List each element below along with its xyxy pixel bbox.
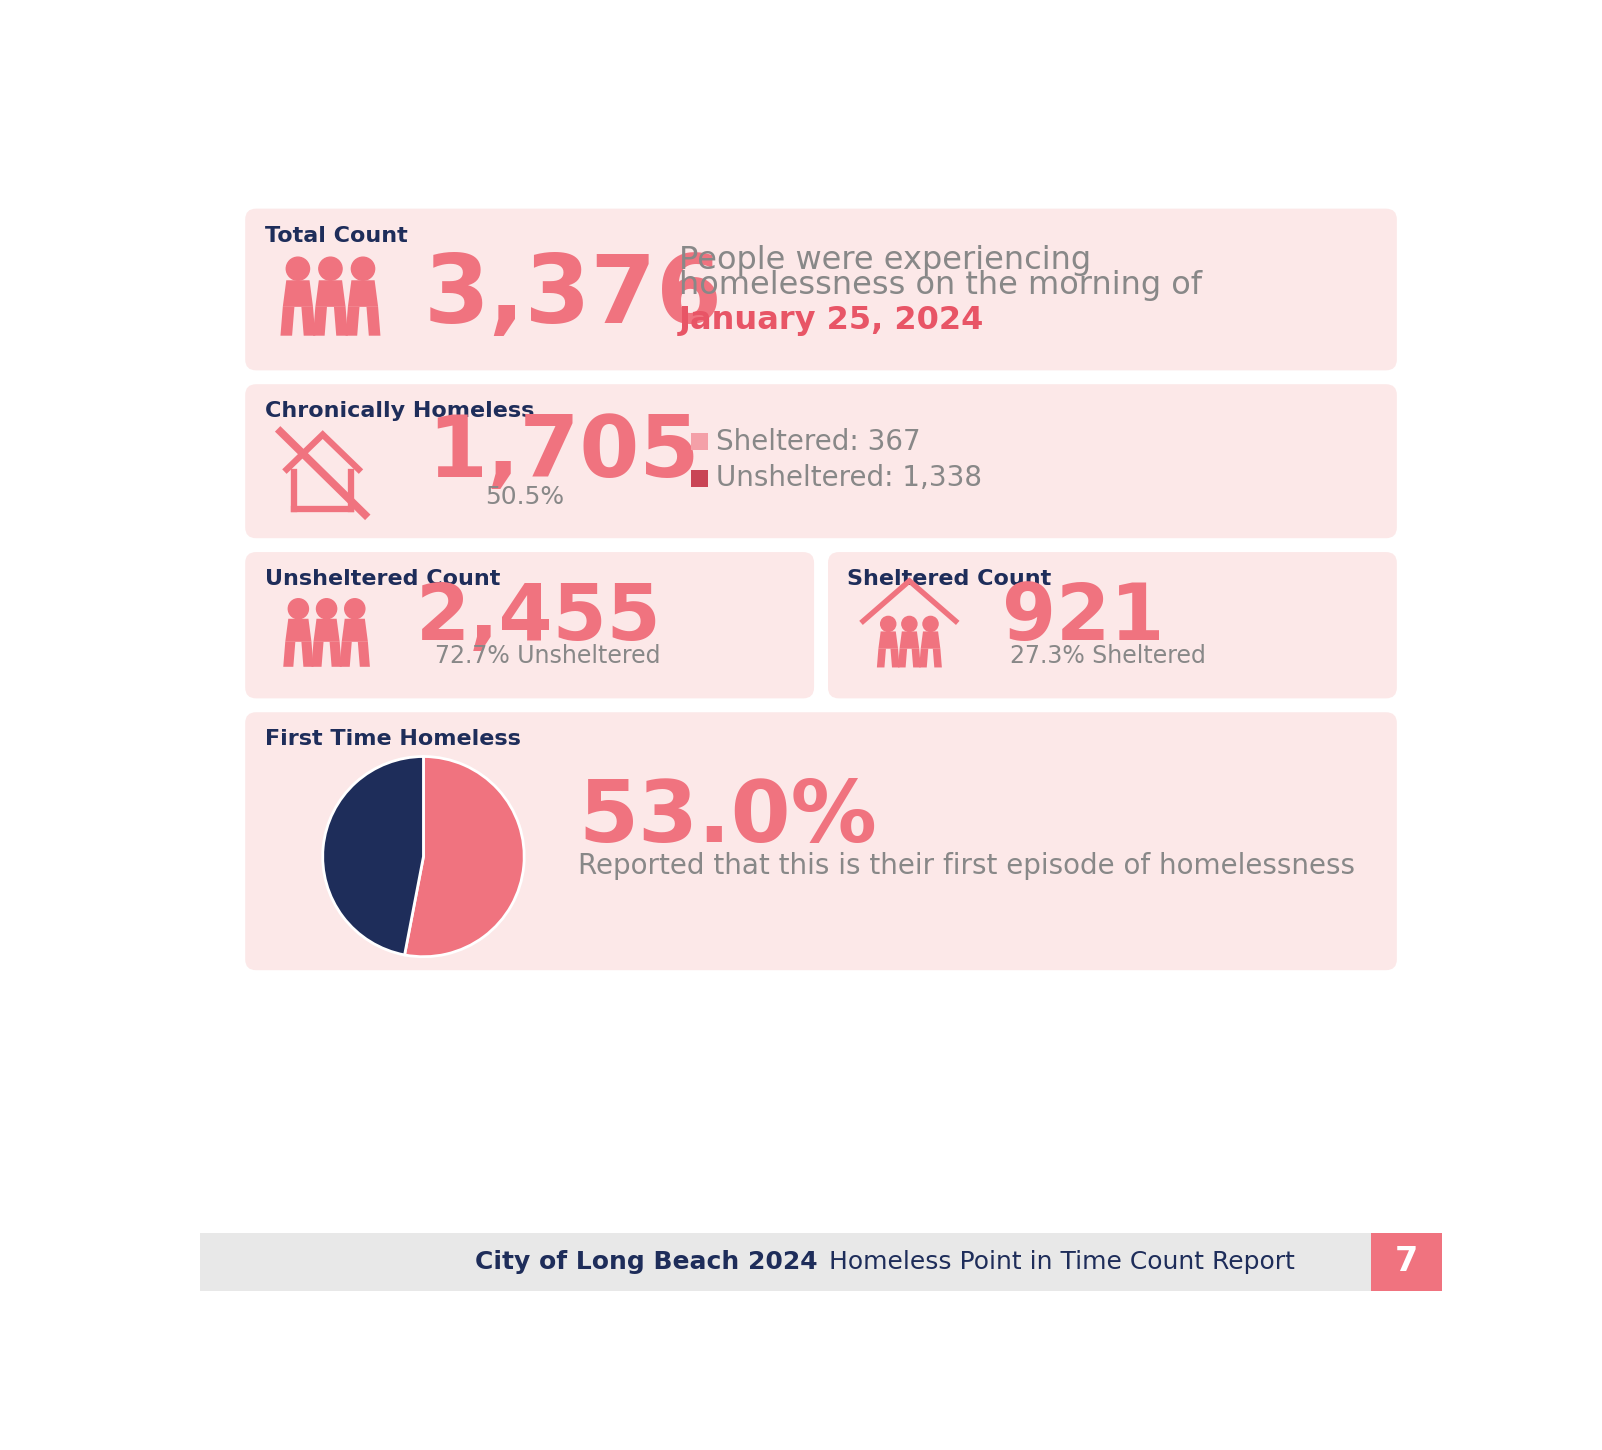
Text: Total Count: Total Count [264, 226, 407, 245]
Polygon shape [330, 642, 341, 667]
Polygon shape [900, 631, 920, 648]
Circle shape [287, 257, 309, 280]
Circle shape [319, 257, 343, 280]
Polygon shape [314, 619, 340, 642]
Polygon shape [876, 648, 886, 667]
Polygon shape [312, 307, 327, 336]
Polygon shape [367, 307, 380, 336]
Polygon shape [284, 280, 312, 307]
Circle shape [344, 599, 365, 619]
Text: Reported that this is their first episode of homelessness: Reported that this is their first episod… [578, 851, 1355, 880]
FancyBboxPatch shape [690, 434, 708, 451]
Text: Unsheltered: 1,338: Unsheltered: 1,338 [716, 464, 982, 492]
Polygon shape [891, 648, 900, 667]
Text: 7: 7 [1394, 1246, 1418, 1277]
Text: Sheltered: 367: Sheltered: 367 [716, 428, 920, 455]
Polygon shape [932, 648, 942, 667]
FancyBboxPatch shape [245, 384, 1397, 538]
Polygon shape [899, 648, 907, 667]
Text: Unsheltered Count: Unsheltered Count [264, 568, 500, 589]
Polygon shape [284, 642, 295, 667]
Polygon shape [341, 619, 368, 642]
Polygon shape [920, 648, 928, 667]
Circle shape [288, 599, 309, 619]
Text: homelessness on the morning of: homelessness on the morning of [679, 270, 1202, 302]
Text: 27.3% Sheltered: 27.3% Sheltered [1011, 644, 1206, 668]
FancyBboxPatch shape [200, 1232, 1442, 1290]
Text: Homeless Point in Time Count Report: Homeless Point in Time Count Report [820, 1250, 1294, 1273]
Text: 3,376: 3,376 [423, 251, 723, 344]
Polygon shape [878, 631, 899, 648]
FancyBboxPatch shape [1370, 1232, 1442, 1290]
FancyBboxPatch shape [245, 209, 1397, 370]
Text: Chronically Homeless: Chronically Homeless [264, 402, 533, 420]
Polygon shape [285, 619, 311, 642]
Polygon shape [348, 280, 378, 307]
Wedge shape [322, 757, 423, 956]
Circle shape [902, 616, 916, 631]
Circle shape [923, 616, 939, 631]
Text: January 25, 2024: January 25, 2024 [679, 304, 985, 336]
Circle shape [881, 616, 896, 631]
Polygon shape [301, 642, 314, 667]
Text: 1,705: 1,705 [428, 412, 700, 494]
FancyBboxPatch shape [245, 552, 814, 699]
Text: 921: 921 [1003, 580, 1165, 655]
Polygon shape [333, 307, 348, 336]
Text: 53.0%: 53.0% [578, 777, 878, 860]
Text: 72.7% Unsheltered: 72.7% Unsheltered [436, 644, 660, 668]
Polygon shape [316, 280, 346, 307]
Polygon shape [280, 307, 295, 336]
Circle shape [317, 599, 336, 619]
Polygon shape [921, 631, 940, 648]
Text: 50.5%: 50.5% [485, 486, 564, 509]
FancyBboxPatch shape [690, 470, 708, 487]
Text: First Time Homeless: First Time Homeless [264, 729, 521, 750]
Text: People were experiencing: People were experiencing [679, 245, 1091, 276]
Polygon shape [340, 642, 352, 667]
FancyBboxPatch shape [828, 552, 1397, 699]
Polygon shape [301, 307, 316, 336]
Wedge shape [405, 757, 524, 957]
Polygon shape [912, 648, 921, 667]
Polygon shape [357, 642, 370, 667]
Text: City of Long Beach 2024: City of Long Beach 2024 [474, 1250, 817, 1273]
FancyBboxPatch shape [245, 712, 1397, 970]
Text: Sheltered Count: Sheltered Count [847, 568, 1051, 589]
Text: 2,455: 2,455 [415, 580, 662, 655]
Circle shape [351, 257, 375, 280]
Polygon shape [311, 642, 324, 667]
Polygon shape [346, 307, 359, 336]
